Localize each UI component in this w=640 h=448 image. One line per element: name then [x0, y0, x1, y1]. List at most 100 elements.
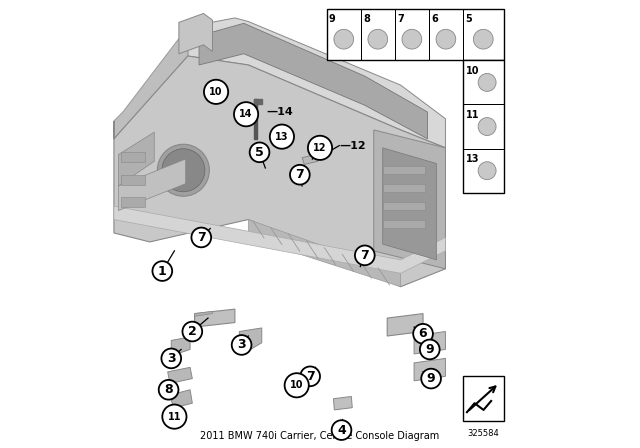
Text: 14: 14 [239, 109, 253, 119]
Polygon shape [195, 311, 212, 316]
Bar [120, 175, 145, 185]
Polygon shape [239, 328, 262, 349]
Text: 8: 8 [363, 14, 370, 24]
Text: 5: 5 [465, 14, 472, 24]
Text: 11: 11 [168, 412, 181, 422]
Polygon shape [179, 13, 212, 54]
Circle shape [270, 125, 294, 149]
Circle shape [413, 324, 433, 344]
Polygon shape [114, 27, 188, 139]
Text: 7: 7 [397, 14, 404, 24]
Circle shape [290, 165, 310, 185]
Text: 3: 3 [167, 352, 175, 365]
Text: 325584: 325584 [468, 429, 499, 438]
Text: 8: 8 [164, 383, 173, 396]
Polygon shape [383, 148, 436, 260]
Circle shape [478, 162, 496, 180]
Text: 13: 13 [275, 132, 289, 142]
Circle shape [157, 144, 209, 196]
Bar [463, 9, 504, 60]
Circle shape [250, 142, 269, 162]
Polygon shape [172, 390, 192, 408]
Bar [383, 220, 426, 228]
Circle shape [478, 73, 496, 91]
Bar [463, 60, 504, 104]
Text: 10: 10 [209, 87, 223, 97]
Bar [463, 149, 504, 193]
Polygon shape [414, 332, 445, 354]
Text: 10: 10 [290, 380, 303, 390]
Text: 7: 7 [360, 249, 369, 262]
Text: 2: 2 [188, 325, 196, 338]
Text: 10: 10 [465, 66, 479, 76]
Polygon shape [114, 56, 445, 287]
Circle shape [163, 405, 186, 429]
Text: 6: 6 [431, 14, 438, 24]
Circle shape [161, 349, 181, 368]
Polygon shape [168, 367, 192, 383]
Circle shape [204, 80, 228, 104]
Polygon shape [195, 309, 235, 327]
Bar [361, 9, 395, 60]
Circle shape [162, 149, 205, 192]
Polygon shape [253, 99, 262, 104]
Polygon shape [248, 220, 401, 287]
Text: —14: —14 [266, 107, 293, 117]
Text: 7: 7 [306, 370, 314, 383]
Text: 5: 5 [255, 146, 264, 159]
Text: 2011 BMW 740i Carrier, Centre Console Diagram: 2011 BMW 740i Carrier, Centre Console Di… [200, 431, 440, 441]
Circle shape [368, 29, 388, 49]
Polygon shape [253, 99, 257, 139]
Bar [383, 184, 426, 192]
Circle shape [232, 335, 252, 355]
Text: 9: 9 [426, 343, 434, 356]
Bar [383, 166, 426, 174]
Text: 11: 11 [465, 110, 479, 120]
Bar [120, 197, 145, 207]
Bar [120, 152, 145, 162]
Text: 7: 7 [296, 168, 304, 181]
Text: 9: 9 [329, 14, 336, 24]
Circle shape [191, 228, 211, 247]
Polygon shape [414, 358, 445, 381]
Bar [463, 60, 504, 193]
Text: 9: 9 [427, 372, 435, 385]
Polygon shape [118, 132, 154, 186]
Bar [463, 104, 504, 149]
Polygon shape [118, 159, 186, 211]
Bar [383, 202, 426, 210]
Circle shape [420, 340, 440, 359]
Circle shape [332, 420, 351, 440]
Bar [429, 9, 463, 60]
Text: 13: 13 [465, 154, 479, 164]
Circle shape [159, 380, 179, 400]
Bar [326, 9, 361, 60]
Circle shape [355, 246, 374, 265]
Polygon shape [333, 396, 352, 410]
Circle shape [474, 29, 493, 49]
Circle shape [402, 29, 422, 49]
Polygon shape [387, 314, 423, 336]
Polygon shape [302, 155, 317, 164]
Circle shape [334, 29, 353, 49]
Circle shape [421, 369, 441, 388]
Polygon shape [172, 337, 190, 358]
Circle shape [234, 102, 258, 126]
Text: 7: 7 [197, 231, 205, 244]
Circle shape [308, 136, 332, 160]
Polygon shape [188, 18, 445, 148]
Text: 4: 4 [337, 423, 346, 437]
Circle shape [436, 29, 456, 49]
Bar [463, 376, 504, 421]
Polygon shape [374, 130, 445, 269]
Text: 12: 12 [313, 143, 327, 153]
Polygon shape [114, 206, 445, 273]
Text: —12: —12 [339, 141, 366, 151]
Circle shape [182, 322, 202, 341]
Bar [326, 9, 504, 60]
Text: 6: 6 [419, 327, 428, 340]
Text: 3: 3 [237, 338, 246, 352]
Bar [395, 9, 429, 60]
Text: 1: 1 [158, 264, 166, 278]
Circle shape [300, 366, 320, 386]
